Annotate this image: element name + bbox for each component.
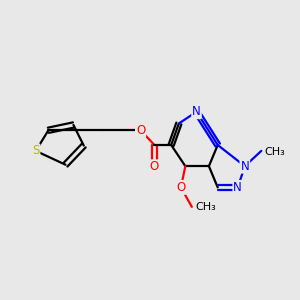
Text: N: N (233, 181, 242, 194)
Text: N: N (240, 160, 249, 173)
Text: O: O (136, 124, 145, 137)
Text: CH₃: CH₃ (265, 147, 286, 158)
Text: O: O (176, 181, 185, 194)
Text: CH₃: CH₃ (195, 202, 216, 212)
Text: N: N (192, 105, 201, 118)
Text: O: O (150, 160, 159, 173)
Text: S: S (32, 144, 39, 158)
